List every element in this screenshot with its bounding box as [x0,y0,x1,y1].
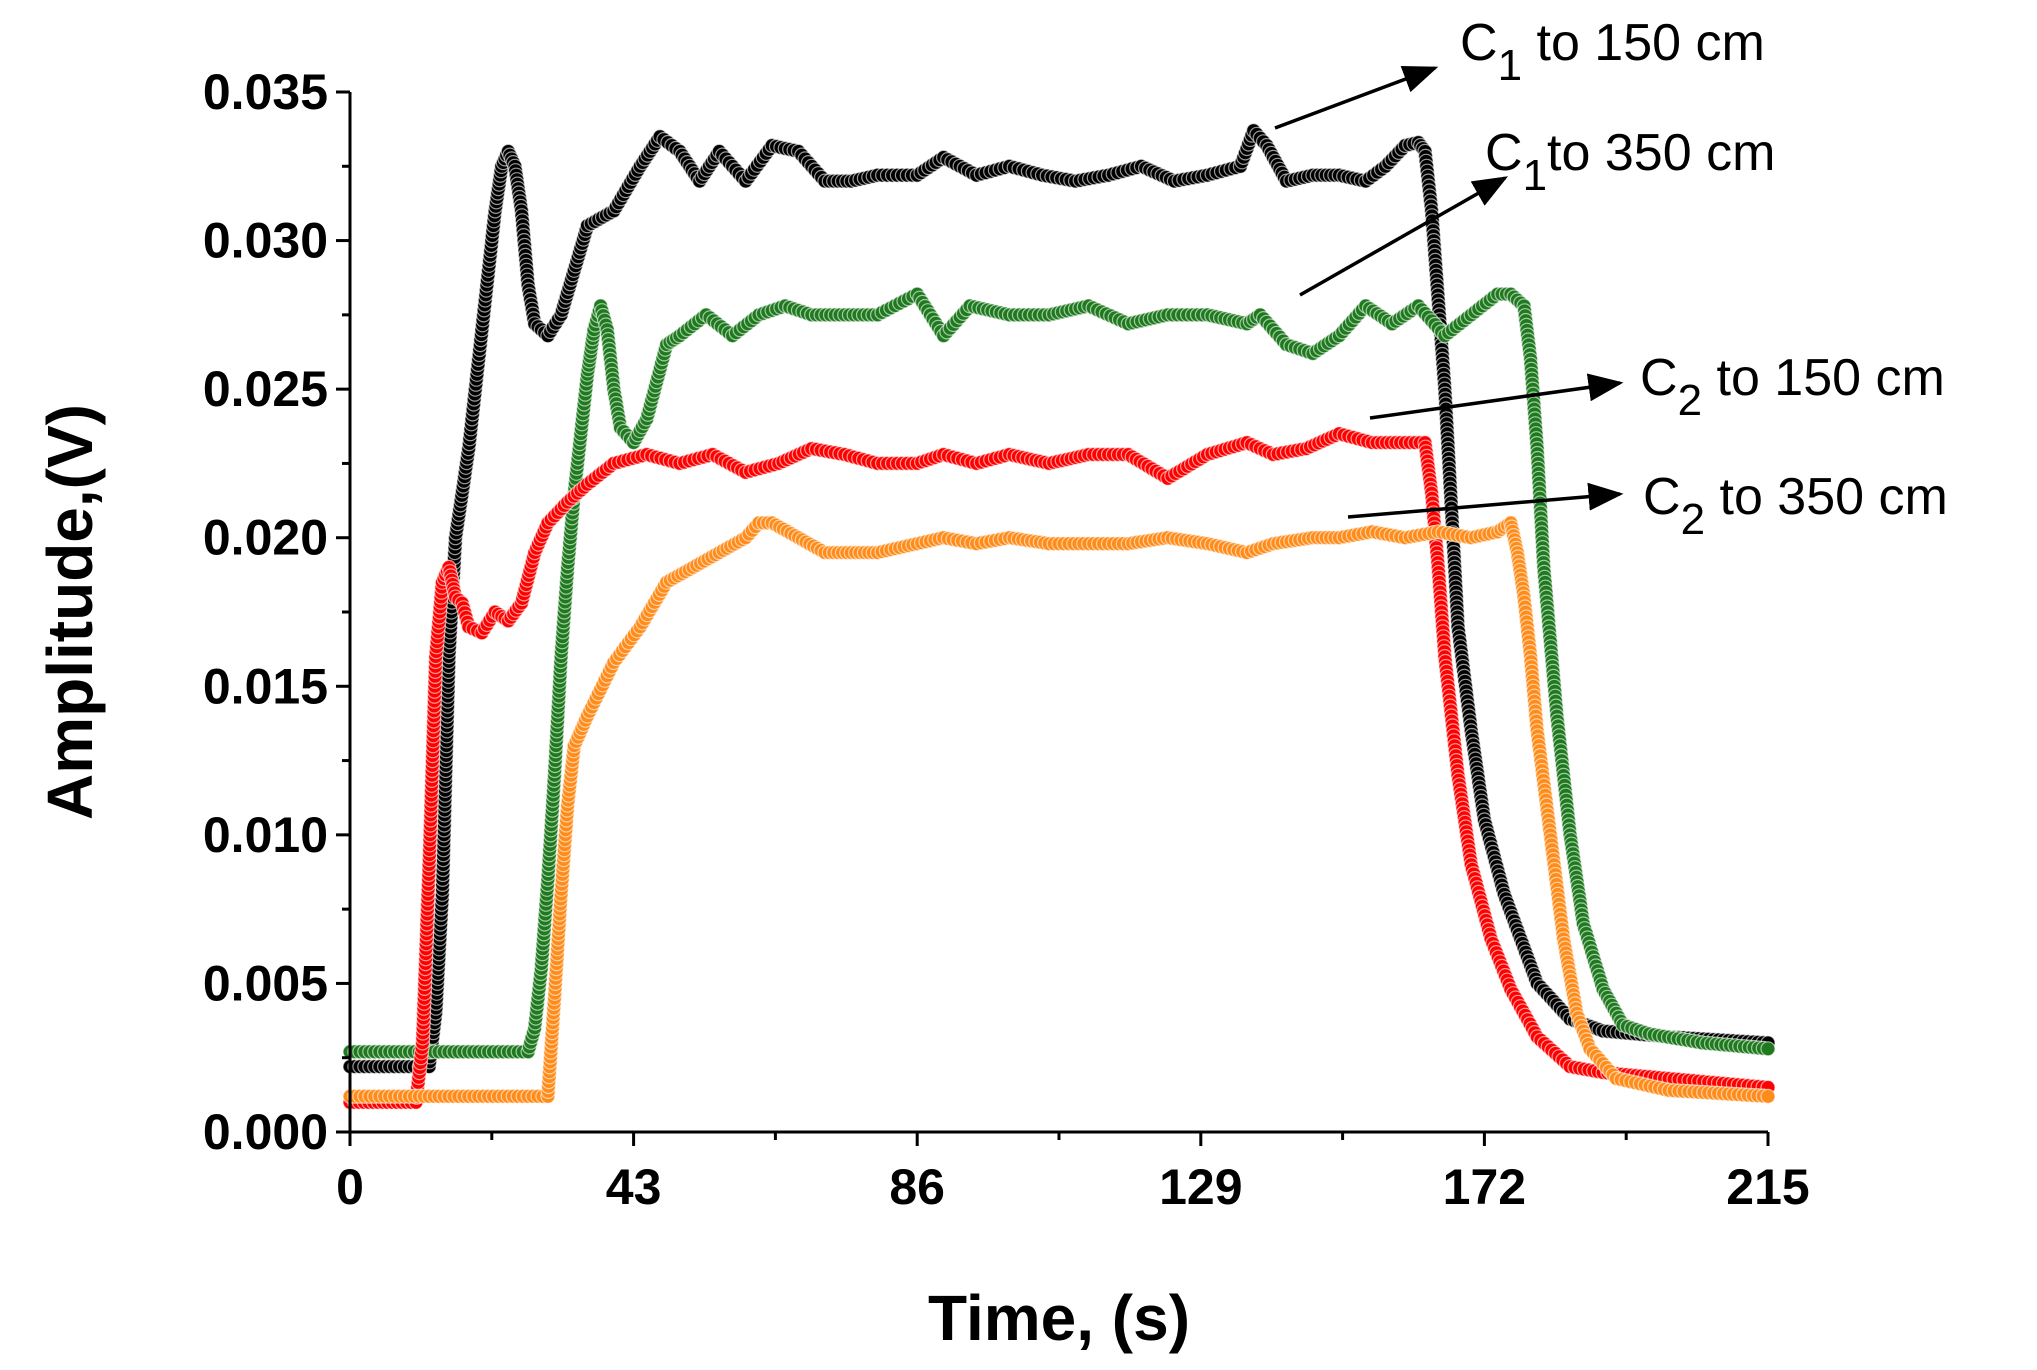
annotation-subscript: 1 [1498,41,1522,90]
annotation-base: C [1460,14,1498,72]
tick-layer: 0 43 86 129 172 215 0.000 0.005 0.010 0.015 0.020 0… [203,64,1810,1215]
annotation-base: C [1485,124,1523,182]
annotation-text: to 350 cm [1705,468,1948,526]
y-tick-label: 0.005 [203,955,328,1011]
annotation-label: C1to 350 cm [1485,124,1775,200]
annotation-label: C2 to 350 cm [1643,468,1948,544]
series-3 [342,515,1776,1104]
annotation-subscript: 2 [1678,376,1702,425]
annotation-subscript: 1 [1523,151,1547,200]
data-point [1760,1088,1776,1104]
annotation-text: to 150 cm [1522,14,1765,72]
series-2 [342,426,1776,1110]
y-tick-label: 0.030 [203,213,328,269]
annotation-subscript: 2 [1681,495,1705,544]
y-tick-label: 0.015 [203,658,328,714]
x-tick-label: 172 [1443,1159,1526,1215]
annotation-arrow [1299,176,1509,297]
y-tick-label: 0.035 [203,64,328,120]
annotation-text: to 150 cm [1702,349,1945,407]
x-tick-label: 0 [336,1159,364,1215]
annotation-arrow [1347,482,1624,519]
x-axis-title: Time, (s) [928,1282,1190,1354]
annotation-base: C [1643,468,1681,526]
annotation-label: C1 to 150 cm [1460,14,1765,90]
y-tick-label: 0.020 [203,510,328,566]
y-axis-title: Amplitude,(V) [34,404,106,820]
y-tick-label: 0.000 [203,1104,328,1160]
annotation-base: C [1640,349,1678,407]
y-tick-label: 0.010 [203,807,328,863]
annotation-text: to 350 cm [1547,124,1775,182]
annotation-arrow [1274,65,1439,130]
series-layer [342,123,1776,1110]
data-point [1760,1041,1776,1057]
x-tick-label: 215 [1726,1159,1809,1215]
y-tick-label: 0.025 [203,361,328,417]
annotation-arrow [1369,373,1624,420]
series-1 [342,286,1776,1060]
x-tick-label: 43 [606,1159,662,1215]
x-tick-label: 86 [889,1159,945,1215]
series-0 [342,123,1776,1075]
annotation-label: C2 to 150 cm [1640,349,1945,425]
x-tick-label: 129 [1159,1159,1242,1215]
